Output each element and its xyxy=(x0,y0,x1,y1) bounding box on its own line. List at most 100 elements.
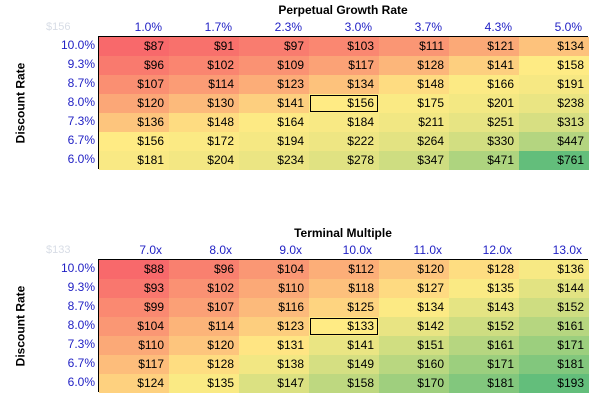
table-cell: $148 xyxy=(169,113,239,132)
column-header: 3.0% xyxy=(344,20,372,34)
table-cell: $144 xyxy=(519,279,589,298)
table-cell: $127 xyxy=(379,279,449,298)
table-cell: $141 xyxy=(449,56,519,75)
table-title: Terminal Multiple xyxy=(294,226,392,240)
table-cell: $181 xyxy=(519,355,589,374)
column-header: 3.7% xyxy=(414,20,442,34)
column-header: 1.7% xyxy=(204,20,232,34)
table-cell: $134 xyxy=(309,75,379,94)
row-header: 6.7% xyxy=(67,133,95,147)
corner-value: $156 xyxy=(46,21,71,33)
table-cell: $110 xyxy=(99,336,169,355)
table-cell: $116 xyxy=(239,298,309,317)
row-axis-label: Discount Rate xyxy=(13,285,27,366)
table-title: Perpetual Growth Rate xyxy=(278,3,408,17)
table-cell: $114 xyxy=(169,317,239,336)
table-cell: $141 xyxy=(239,94,309,113)
table-cell: $133 xyxy=(309,317,379,336)
table-cell: $175 xyxy=(379,94,449,113)
table-cell: $123 xyxy=(239,317,309,336)
table-cell: $97 xyxy=(239,37,309,56)
table-cell: $125 xyxy=(309,298,379,317)
table-cell: $120 xyxy=(379,260,449,279)
table-cell: $181 xyxy=(99,151,169,170)
column-header: 8.0x xyxy=(209,243,232,257)
table-cell: $251 xyxy=(449,113,519,132)
table-cell: $330 xyxy=(449,132,519,151)
table-cell: $135 xyxy=(169,374,239,393)
row-header: 6.0% xyxy=(67,375,95,389)
table-cell: $171 xyxy=(519,336,589,355)
column-header: 1.0% xyxy=(134,20,162,34)
table-cell: $264 xyxy=(379,132,449,151)
table-cell: $117 xyxy=(309,56,379,75)
table-cell: $204 xyxy=(169,151,239,170)
table-cell: $143 xyxy=(449,298,519,317)
table-cell: $102 xyxy=(169,279,239,298)
table-cell: $161 xyxy=(519,317,589,336)
table-cell: $109 xyxy=(239,56,309,75)
table-cell: $96 xyxy=(99,56,169,75)
table-cell: $172 xyxy=(169,132,239,151)
table-cell: $128 xyxy=(449,260,519,279)
table-cell: $138 xyxy=(239,355,309,374)
row-header: 6.0% xyxy=(67,152,95,166)
table-cell: $120 xyxy=(99,94,169,113)
table-cell: $128 xyxy=(379,56,449,75)
table-cell: $201 xyxy=(449,94,519,113)
row-headers: 10.0% 9.3% 8.7% 8.0% 7.3% 6.7% 6.0% xyxy=(46,36,98,169)
row-header: 8.0% xyxy=(67,95,95,109)
table-cell: $164 xyxy=(239,113,309,132)
table-cell: $87 xyxy=(99,37,169,56)
sensitivity-grid: $88 $96 $104 $112 $120 $128 $136 $93 $102 $110 $11… xyxy=(98,259,589,393)
table-cell: $142 xyxy=(379,317,449,336)
table-cell: $156 xyxy=(309,94,379,113)
table-cell: $134 xyxy=(379,298,449,317)
table-cell: $160 xyxy=(379,355,449,374)
table-cell: $88 xyxy=(99,260,169,279)
table-cell: $131 xyxy=(239,336,309,355)
table-cell: $761 xyxy=(519,151,589,170)
row-header: 7.3% xyxy=(67,337,95,351)
table-cell: $117 xyxy=(99,355,169,374)
table-cell: $184 xyxy=(309,113,379,132)
row-header: 6.7% xyxy=(67,356,95,370)
row-header: 9.3% xyxy=(67,280,95,294)
corner-value: $133 xyxy=(46,244,71,256)
table-cell: $110 xyxy=(239,279,309,298)
table-cell: $151 xyxy=(379,336,449,355)
column-header: 9.0x xyxy=(279,243,302,257)
row-header: 9.3% xyxy=(67,57,95,71)
row-header: 8.7% xyxy=(67,299,95,313)
table-cell: $123 xyxy=(239,75,309,94)
table-cell: $107 xyxy=(99,75,169,94)
perpetual-growth-table: Perpetual Growth Rate Discount Rate $156… xyxy=(13,3,589,170)
sensitivity-grid: $87 $91 $97 $103 $111 $121 $134 $96 $102 $109 $117… xyxy=(98,36,589,170)
column-header: 5.0% xyxy=(554,20,582,34)
table-cell: $107 xyxy=(169,298,239,317)
table-cell: $278 xyxy=(309,151,379,170)
column-header: 4.3% xyxy=(484,20,512,34)
table-cell: $135 xyxy=(449,279,519,298)
table-cell: $152 xyxy=(449,317,519,336)
table-cell: $111 xyxy=(379,37,449,56)
table-cell: $102 xyxy=(169,56,239,75)
table-cell: $347 xyxy=(379,151,449,170)
row-header: 7.3% xyxy=(67,114,95,128)
table-cell: $147 xyxy=(239,374,309,393)
table-cell: $161 xyxy=(449,336,519,355)
table-cell: $103 xyxy=(309,37,379,56)
row-headers: 10.0% 9.3% 8.7% 8.0% 7.3% 6.7% 6.0% xyxy=(46,259,98,392)
column-headers: 1.0% 1.7% 2.3% 3.0% 3.7% 4.3% 5.0% xyxy=(98,19,588,36)
column-headers: 7.0x 8.0x 9.0x 10.0x 11.0x 12.0x 13.0x xyxy=(98,242,588,259)
table-cell: $118 xyxy=(309,279,379,298)
table-cell: $181 xyxy=(449,374,519,393)
table-cell: $114 xyxy=(169,75,239,94)
table-cell: $156 xyxy=(99,132,169,151)
table-cell: $93 xyxy=(99,279,169,298)
table-cell: $149 xyxy=(309,355,379,374)
table-cell: $170 xyxy=(379,374,449,393)
table-cell: $124 xyxy=(99,374,169,393)
row-header: 10.0% xyxy=(60,261,95,275)
